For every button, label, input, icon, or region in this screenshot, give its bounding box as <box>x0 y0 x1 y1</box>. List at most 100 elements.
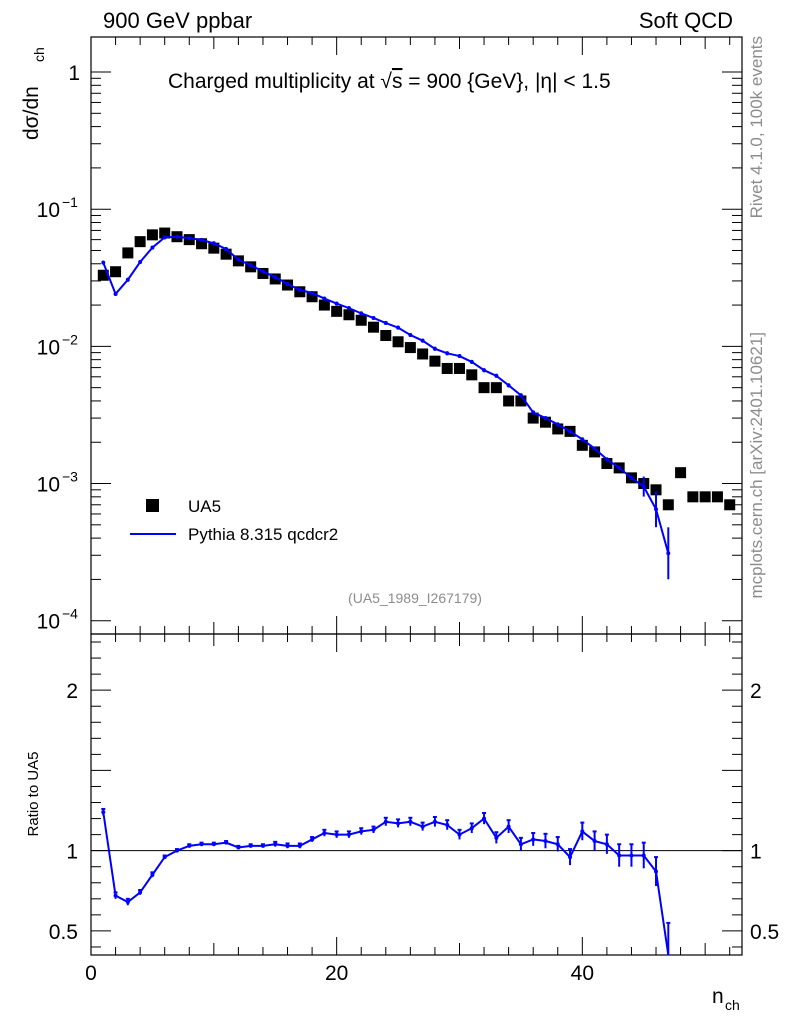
ratio-point <box>592 839 597 844</box>
y-tick-label: 10 <box>37 474 60 497</box>
ratio-point <box>248 843 253 848</box>
ratio-point <box>617 853 622 858</box>
ratio-point <box>322 831 327 836</box>
side-label-mcplots: mcplots.cern.ch [arXiv:2401.10621] <box>747 332 766 598</box>
mc-point-pythia <box>555 422 560 427</box>
data-point-ua5 <box>601 457 613 469</box>
ratio-point <box>150 872 155 877</box>
ratio-point <box>285 843 290 848</box>
ratio-point <box>174 848 179 853</box>
ratio-point <box>346 832 351 837</box>
ratio-y-tick-label-right: 2 <box>750 680 762 703</box>
ratio-point <box>101 810 106 815</box>
ratio-point <box>543 839 548 844</box>
y-tick-label: 10 <box>37 611 60 634</box>
ratio-y-tick-label: 2 <box>66 680 78 703</box>
mc-point-pythia <box>396 325 401 330</box>
ratio-panel-frame <box>90 633 743 956</box>
y-tick-label: 1 <box>68 62 80 85</box>
mc-point-pythia <box>568 429 573 434</box>
data-point-ua5 <box>687 491 699 503</box>
data-point-ua5 <box>478 382 490 394</box>
ratio-series-line <box>102 812 670 956</box>
ratio-point <box>604 842 609 847</box>
ratio-panel-ticks: 0 20 40 0.5 0.5 1 1 2 2 <box>49 634 779 985</box>
mc-point-pythia <box>310 290 315 295</box>
chart-title: Charged multiplicity at √s = 900 {GeV}, … <box>168 70 611 93</box>
ratio-point <box>518 842 523 847</box>
mc-point-pythia <box>445 351 450 356</box>
data-point-ua5 <box>208 242 220 254</box>
x-tick-label: 40 <box>571 962 594 985</box>
data-point-ua5 <box>429 355 441 367</box>
mc-point-pythia <box>641 484 646 489</box>
data-point-ua5 <box>441 362 453 374</box>
ratio-point <box>629 853 634 858</box>
data-point-ua5 <box>675 467 687 479</box>
mc-point-pythia <box>506 383 511 388</box>
mc-point-pythia <box>125 277 130 282</box>
y-axis-label-main: dσ/dn <box>20 86 43 140</box>
ratio-y-tick-label: 1 <box>66 841 78 864</box>
mc-point-pythia <box>580 437 585 442</box>
mc-point-pythia <box>666 551 671 556</box>
header-left: 900 GeV ppbar <box>103 8 252 33</box>
legend-marker-ua5 <box>146 499 159 512</box>
legend-label-pythia: Pythia 8.315 qcdcr2 <box>188 525 338 544</box>
mc-point-pythia <box>469 359 474 364</box>
ratio-point <box>555 842 560 847</box>
data-point-ua5 <box>711 491 723 503</box>
ratio-point <box>113 893 118 898</box>
data-point-ua5 <box>392 336 404 348</box>
y-tick-label: 10 <box>37 336 60 359</box>
y-tick-label-exponent: −1 <box>62 194 78 210</box>
ratio-point <box>457 832 462 837</box>
y-tick-label-exponent: −2 <box>62 331 78 347</box>
ratio-panel-series <box>101 807 671 956</box>
ratio-point <box>138 890 143 895</box>
ratio-point <box>199 842 204 847</box>
data-point-ua5 <box>503 395 515 407</box>
mc-point-pythia <box>187 236 192 241</box>
mc-point-pythia <box>457 354 462 359</box>
ratio-point <box>260 843 265 848</box>
data-point-ua5 <box>515 395 527 407</box>
ratio-point <box>494 835 499 840</box>
ratio-y-tick-label-right: 1 <box>750 841 762 864</box>
ratio-point <box>371 827 376 832</box>
mc-point-pythia <box>285 281 290 286</box>
x-axis-label: n ch <box>712 985 740 1013</box>
mc-point-pythia <box>260 269 265 274</box>
mc-point-pythia <box>174 234 179 239</box>
mc-point-pythia <box>482 368 487 373</box>
ratio-point <box>236 845 241 850</box>
chart-title-prefix: Charged multiplicity at <box>168 70 380 93</box>
x-axis-label-sub: ch <box>725 997 740 1013</box>
mc-point-pythia <box>297 287 302 292</box>
data-point-ua5 <box>220 248 232 260</box>
mc-point-pythia <box>248 263 253 268</box>
data-point-ua5 <box>97 269 109 281</box>
mc-point-pythia <box>162 235 167 240</box>
mc-point-pythia <box>420 338 425 343</box>
ratio-y-tick-label-right: 0.5 <box>750 921 779 944</box>
chart-title-suffix: = 900 {GeV}, |η| < 1.5 <box>402 70 610 93</box>
main-panel-series <box>97 227 736 580</box>
data-point-ua5 <box>552 423 564 435</box>
ratio-point <box>211 842 216 847</box>
data-point-ua5 <box>343 309 355 321</box>
mc-point-pythia <box>531 410 536 415</box>
mc-point-pythia <box>236 257 241 262</box>
mc-point-pythia <box>113 291 118 296</box>
data-point-ua5 <box>490 382 502 394</box>
data-point-ua5 <box>196 238 208 250</box>
ratio-point <box>482 816 487 821</box>
mc-point-pythia <box>273 275 278 280</box>
mc-point-pythia <box>592 446 597 451</box>
mc-point-pythia <box>432 346 437 351</box>
data-point-ua5 <box>466 369 478 381</box>
mc-point-pythia <box>604 457 609 462</box>
mc-point-pythia <box>371 315 376 320</box>
main-panel-ticks: 110−110−210−310−4 <box>37 37 742 634</box>
mc-point-pythia <box>383 321 388 326</box>
